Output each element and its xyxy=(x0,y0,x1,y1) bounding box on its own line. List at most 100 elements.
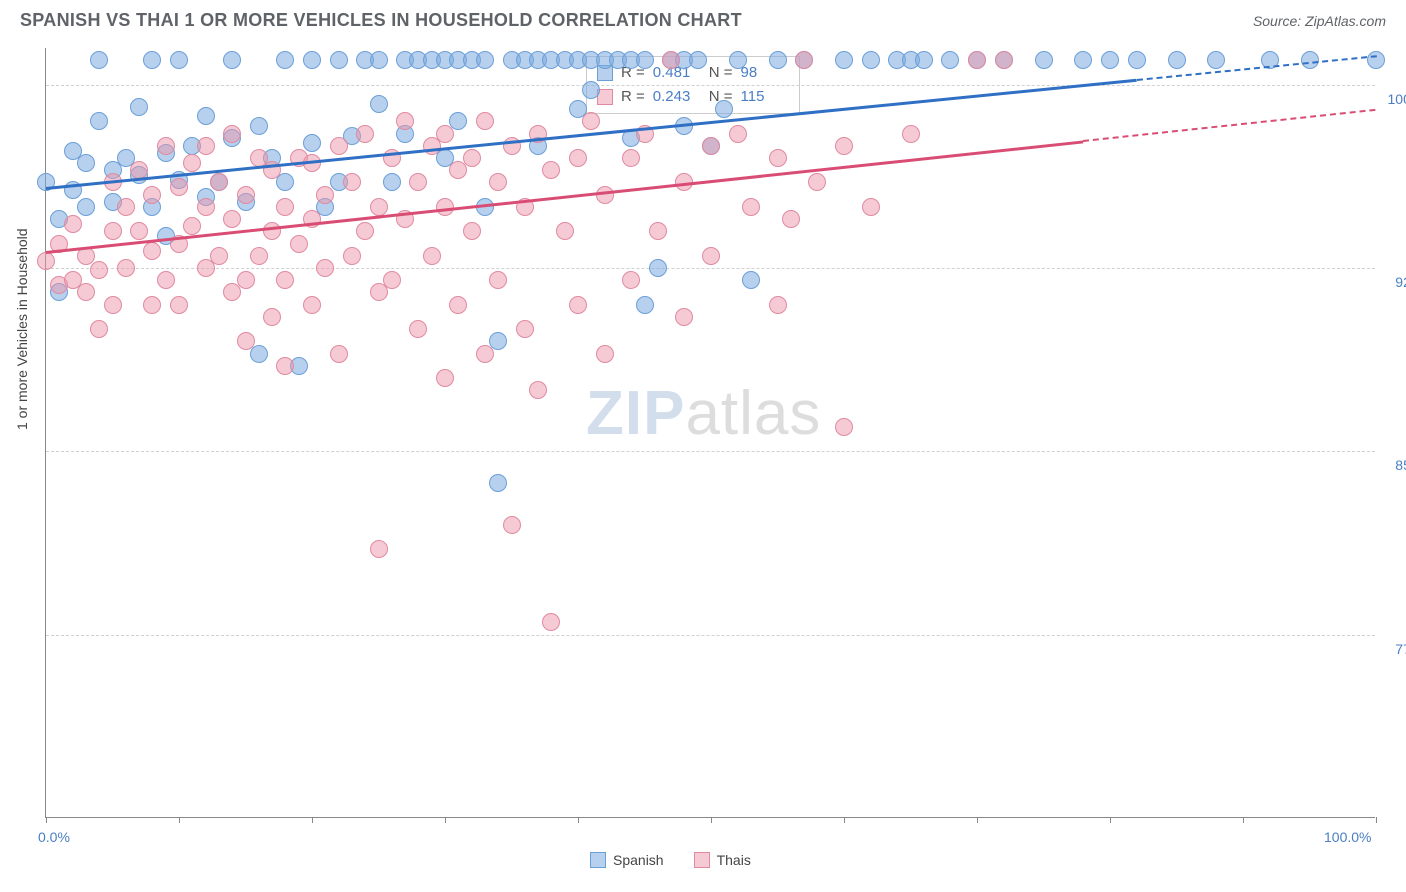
data-point[interactable] xyxy=(835,418,853,436)
data-point[interactable] xyxy=(396,112,414,130)
data-point[interactable] xyxy=(157,137,175,155)
data-point[interactable] xyxy=(622,149,640,167)
data-point[interactable] xyxy=(197,198,215,216)
data-point[interactable] xyxy=(423,247,441,265)
data-point[interactable] xyxy=(90,320,108,338)
data-point[interactable] xyxy=(223,210,241,228)
data-point[interactable] xyxy=(170,51,188,69)
data-point[interactable] xyxy=(223,125,241,143)
data-point[interactable] xyxy=(409,173,427,191)
data-point[interactable] xyxy=(370,198,388,216)
data-point[interactable] xyxy=(170,296,188,314)
data-point[interactable] xyxy=(436,125,454,143)
data-point[interactable] xyxy=(37,252,55,270)
data-point[interactable] xyxy=(636,51,654,69)
data-point[interactable] xyxy=(263,308,281,326)
data-point[interactable] xyxy=(409,320,427,338)
data-point[interactable] xyxy=(276,173,294,191)
data-point[interactable] xyxy=(316,259,334,277)
data-point[interactable] xyxy=(795,51,813,69)
data-point[interactable] xyxy=(489,173,507,191)
data-point[interactable] xyxy=(276,198,294,216)
data-point[interactable] xyxy=(237,271,255,289)
data-point[interactable] xyxy=(117,259,135,277)
data-point[interactable] xyxy=(476,345,494,363)
data-point[interactable] xyxy=(276,51,294,69)
data-point[interactable] xyxy=(436,369,454,387)
data-point[interactable] xyxy=(835,51,853,69)
data-point[interactable] xyxy=(862,51,880,69)
data-point[interactable] xyxy=(542,161,560,179)
data-point[interactable] xyxy=(183,154,201,172)
data-point[interactable] xyxy=(902,125,920,143)
data-point[interactable] xyxy=(769,51,787,69)
data-point[interactable] xyxy=(808,173,826,191)
data-point[interactable] xyxy=(516,320,534,338)
data-point[interactable] xyxy=(582,112,600,130)
data-point[interactable] xyxy=(729,125,747,143)
data-point[interactable] xyxy=(476,51,494,69)
data-point[interactable] xyxy=(104,222,122,240)
data-point[interactable] xyxy=(370,95,388,113)
data-point[interactable] xyxy=(662,51,680,69)
data-point[interactable] xyxy=(343,173,361,191)
data-point[interactable] xyxy=(143,242,161,260)
data-point[interactable] xyxy=(77,283,95,301)
data-point[interactable] xyxy=(715,100,733,118)
data-point[interactable] xyxy=(476,112,494,130)
data-point[interactable] xyxy=(276,271,294,289)
data-point[interactable] xyxy=(742,198,760,216)
data-point[interactable] xyxy=(915,51,933,69)
data-point[interactable] xyxy=(237,186,255,204)
data-point[interactable] xyxy=(330,51,348,69)
data-point[interactable] xyxy=(1101,51,1119,69)
data-point[interactable] xyxy=(569,149,587,167)
data-point[interactable] xyxy=(702,137,720,155)
legend-item[interactable]: Thais xyxy=(694,852,751,868)
data-point[interactable] xyxy=(702,247,720,265)
data-point[interactable] xyxy=(729,51,747,69)
data-point[interactable] xyxy=(449,296,467,314)
data-point[interactable] xyxy=(1074,51,1092,69)
data-point[interactable] xyxy=(675,308,693,326)
data-point[interactable] xyxy=(383,271,401,289)
data-point[interactable] xyxy=(130,222,148,240)
data-point[interactable] xyxy=(356,222,374,240)
data-point[interactable] xyxy=(995,51,1013,69)
data-point[interactable] xyxy=(143,296,161,314)
data-point[interactable] xyxy=(1207,51,1225,69)
data-point[interactable] xyxy=(370,51,388,69)
data-point[interactable] xyxy=(183,217,201,235)
data-point[interactable] xyxy=(1035,51,1053,69)
data-point[interactable] xyxy=(330,345,348,363)
data-point[interactable] xyxy=(649,222,667,240)
data-point[interactable] xyxy=(596,345,614,363)
data-point[interactable] xyxy=(170,178,188,196)
data-point[interactable] xyxy=(529,381,547,399)
data-point[interactable] xyxy=(117,198,135,216)
data-point[interactable] xyxy=(862,198,880,216)
legend-item[interactable]: Spanish xyxy=(590,852,664,868)
data-point[interactable] xyxy=(370,540,388,558)
data-point[interactable] xyxy=(343,247,361,265)
data-point[interactable] xyxy=(463,149,481,167)
data-point[interactable] xyxy=(250,247,268,265)
data-point[interactable] xyxy=(303,134,321,152)
data-point[interactable] xyxy=(569,296,587,314)
data-point[interactable] xyxy=(197,107,215,125)
data-point[interactable] xyxy=(263,222,281,240)
data-point[interactable] xyxy=(143,186,161,204)
data-point[interactable] xyxy=(542,613,560,631)
data-point[interactable] xyxy=(689,51,707,69)
data-point[interactable] xyxy=(157,271,175,289)
data-point[interactable] xyxy=(77,154,95,172)
data-point[interactable] xyxy=(330,137,348,155)
data-point[interactable] xyxy=(636,296,654,314)
data-point[interactable] xyxy=(90,261,108,279)
data-point[interactable] xyxy=(250,345,268,363)
data-point[interactable] xyxy=(143,51,161,69)
data-point[interactable] xyxy=(1128,51,1146,69)
data-point[interactable] xyxy=(968,51,986,69)
data-point[interactable] xyxy=(649,259,667,277)
data-point[interactable] xyxy=(582,81,600,99)
